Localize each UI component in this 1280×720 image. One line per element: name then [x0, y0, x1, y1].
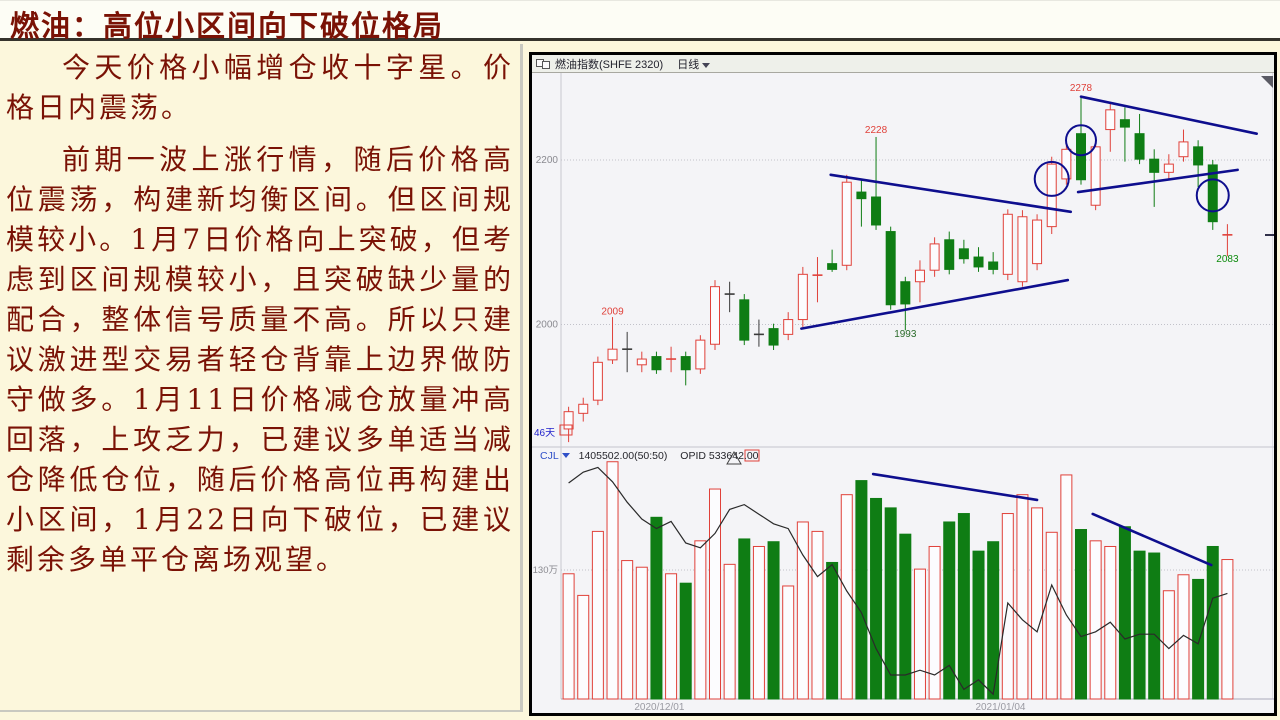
commentary-paragraph: 前期一波上涨行情，随后价格高位震荡，构建新均衡区间。但区间规模较小。1月7日价格… [6, 143, 514, 576]
chart-window: 燃油指数(SHFE 2320) 日线 2200 2000 130万 2009 2228 2… [529, 52, 1277, 716]
volume-value: 1405502.00(50:50) [578, 450, 668, 462]
window-icon [536, 58, 550, 69]
price-volume-chart[interactable]: 2200 2000 130万 2009 2228 2278 1993 2083 2020/12/… [532, 73, 1274, 713]
commentary-paragraph: 今天价格小幅增仓收十字星。价格日内震荡。 [6, 51, 514, 124]
chart-titlebar: 燃油指数(SHFE 2320) 日线 [532, 55, 1274, 73]
period-dropdown[interactable]: 日线 [677, 56, 711, 72]
svg-text:2009: 2009 [601, 307, 624, 318]
opid-value: 533642.00 [708, 450, 759, 462]
volume-indicator-row: CJL 1405502.00(50:50) OPID 533642.00 [540, 450, 759, 462]
caret-down-icon [702, 62, 711, 68]
svg-text:2020/12/01: 2020/12/01 [634, 702, 684, 713]
svg-text:2278: 2278 [1070, 83, 1093, 94]
caret-down-icon [561, 453, 570, 458]
instrument-title: 燃油指数(SHFE 2320) [555, 58, 664, 71]
page-header: 燃油：高位小区间向下破位格局 [0, 0, 1280, 43]
svg-text:2083: 2083 [1216, 254, 1239, 265]
days-span-label: 46天 [534, 428, 556, 439]
commentary-panel: 今天价格小幅增仓收十字星。价格日内震荡。 前期一波上涨行情，随后价格高位震荡，构… [0, 44, 523, 712]
svg-text:2228: 2228 [865, 125, 888, 136]
chart-body: 2200 2000 130万 2009 2228 2278 1993 2083 2020/12/… [532, 73, 1274, 713]
volume-indicator-dropdown[interactable]: CJL [540, 450, 570, 462]
svg-text:1993: 1993 [894, 329, 917, 340]
svg-text:130万: 130万 [533, 565, 558, 576]
svg-text:2021/01/04: 2021/01/04 [975, 702, 1025, 713]
opid-label: OPID [680, 450, 706, 462]
page-title: 燃油：高位小区间向下破位格局 [10, 9, 445, 43]
svg-text:2200: 2200 [536, 155, 559, 166]
svg-text:2000: 2000 [536, 320, 559, 331]
